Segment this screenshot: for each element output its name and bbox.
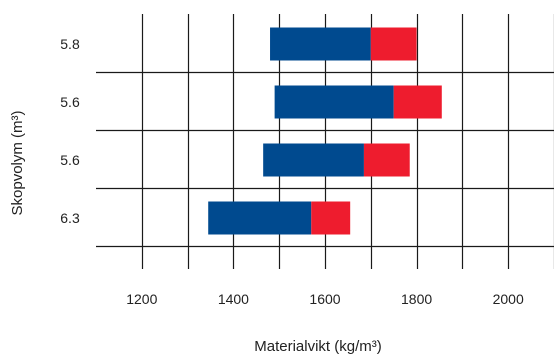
y-tick-label: 5.6 [60,152,80,168]
x-axis-label: Materialvikt (kg/m³) [254,338,382,355]
bar-segment-1 [274,85,394,119]
bar-segment-1 [263,143,364,177]
bar-segment-1 [208,201,312,235]
y-tick-labels: 5.8 5.6 5.6 6.3 [60,36,80,226]
x-tick-labels: 1200 1400 1600 1800 2000 [126,291,524,307]
x-tick-label: 1400 [218,291,249,307]
y-tick-label: 5.6 [60,94,80,110]
y-tick-label: 5.8 [60,36,80,52]
bar-segment-2 [393,85,442,119]
bar-segment-2 [370,27,417,61]
bar-segment-2 [363,143,410,177]
bars [208,27,442,235]
x-tick-label: 1600 [309,291,340,307]
y-tick-label: 6.3 [60,210,80,226]
bar-segment-1 [270,27,371,61]
x-tick-label: 1200 [126,291,157,307]
x-tick-label: 2000 [493,291,524,307]
y-axis-label: Skopvolym (m³) [9,110,26,215]
bar-segment-2 [311,201,351,235]
x-tick-label: 1800 [401,291,432,307]
